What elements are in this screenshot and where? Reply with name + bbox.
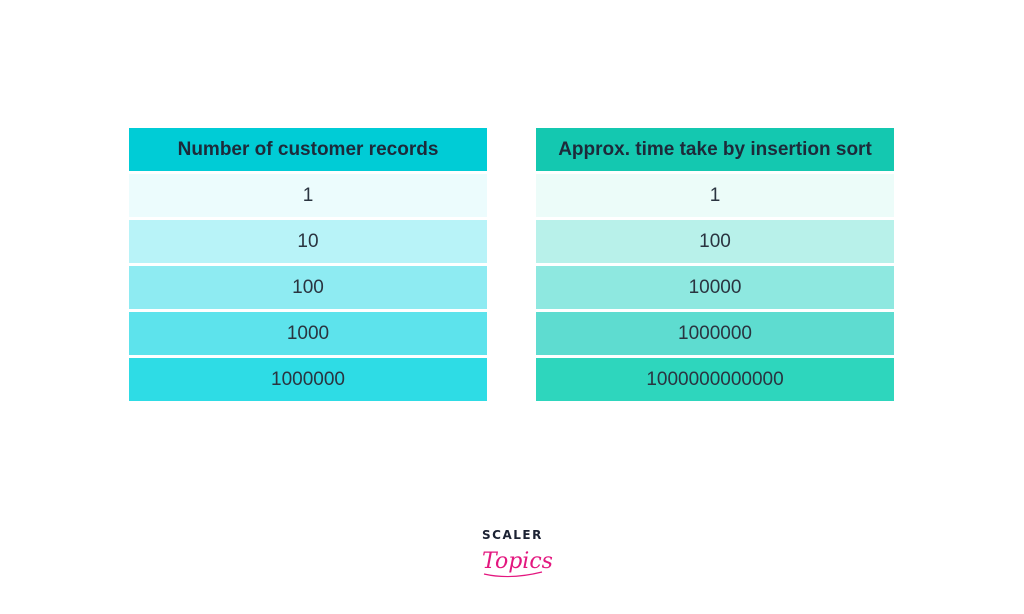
table-header: Number of customer records	[129, 128, 487, 171]
table-row: 1	[129, 174, 487, 217]
table-row: 1000000	[129, 358, 487, 401]
table-row: 1000000	[536, 312, 894, 355]
insertion-sort-time-table: Approx. time take by insertion sort 1 10…	[536, 128, 894, 401]
table-header: Approx. time take by insertion sort	[536, 128, 894, 171]
customer-records-table: Number of customer records 1 10 100 1000…	[129, 128, 487, 401]
table-row: 1000000000000	[536, 358, 894, 401]
logo-script-icon: Topics	[482, 549, 553, 578]
table-row: 100	[129, 266, 487, 309]
table-row: 100	[536, 220, 894, 263]
table-row: 10	[129, 220, 487, 263]
table-row: 1000	[129, 312, 487, 355]
scaler-topics-logo: SCALER Topics	[470, 526, 560, 582]
table-row: 10000	[536, 266, 894, 309]
table-row: 1	[536, 174, 894, 217]
logo-script-text: Topics	[482, 549, 553, 574]
logo-wordmark: SCALER	[482, 528, 543, 542]
